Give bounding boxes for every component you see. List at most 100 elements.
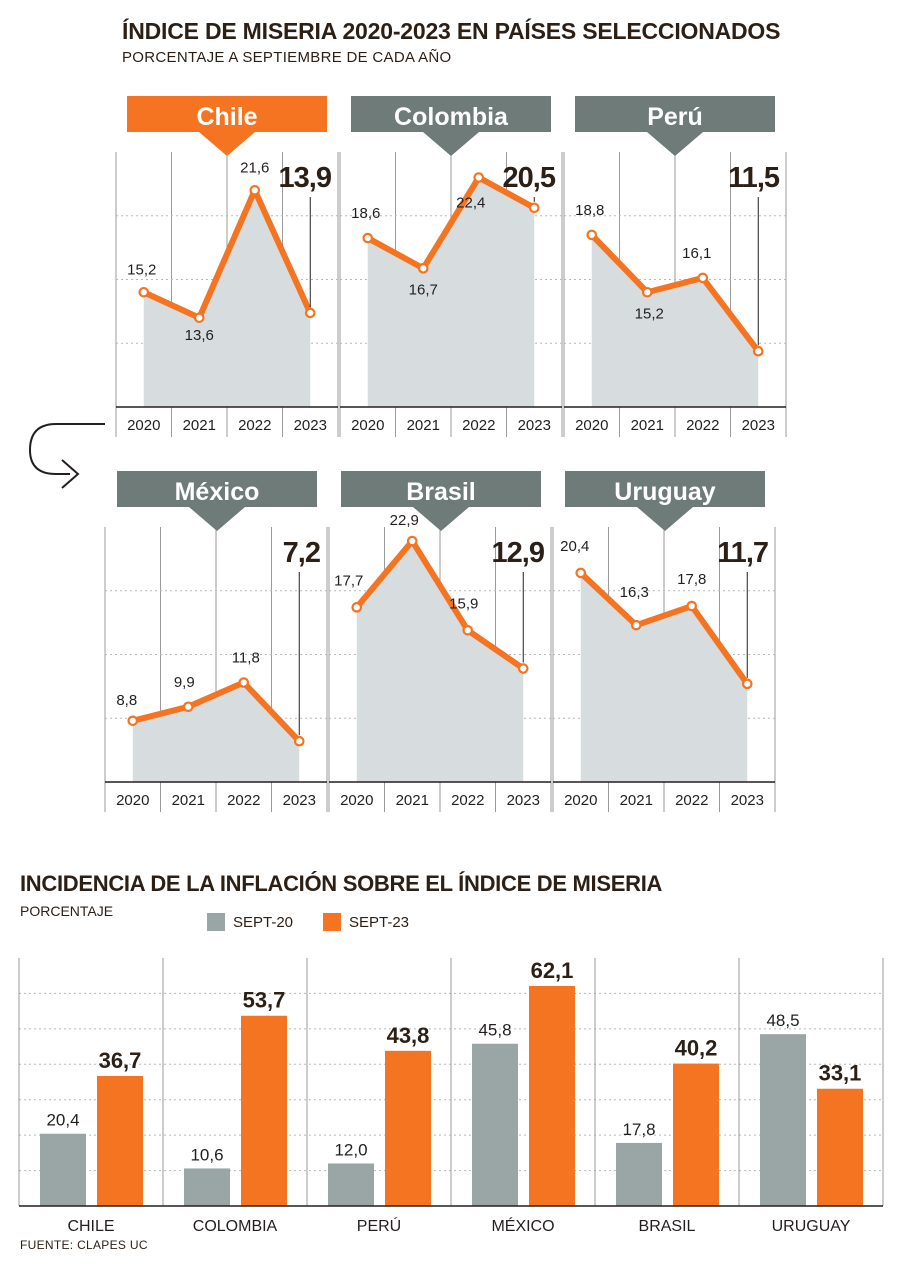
- bar-label-chile-sept-20: 20,4: [46, 1111, 79, 1130]
- mexico-point-2023: [293, 735, 305, 747]
- mexico-tick-2023: 2023: [283, 792, 316, 809]
- bar-category-uruguay: URUGUAY: [772, 1218, 851, 1235]
- brasil-banner: [341, 471, 541, 531]
- chile-tick-2020: 2020: [127, 417, 160, 434]
- mexico-tick-2020: 2020: [116, 792, 149, 809]
- brasil-tick-2021: 2021: [396, 792, 429, 809]
- bar-label-brasil-sept-20: 17,8: [622, 1120, 655, 1139]
- legend-label-sept-20: SEPT-20: [233, 913, 294, 931]
- mexico-banner: [117, 471, 317, 531]
- colombia-tick-2022: 2022: [462, 417, 495, 434]
- uruguay-banner: [565, 471, 765, 531]
- uruguay-value-label-2020: 20,4: [560, 538, 589, 555]
- legend-swatch-orange: [323, 913, 341, 931]
- colombia-banner: [351, 96, 551, 156]
- chile-value-label-2022: 21,6: [240, 159, 269, 176]
- bar-label-uruguay-sept-23: 33,1: [819, 1061, 862, 1086]
- brasil-tick-2023: 2023: [507, 792, 540, 809]
- colombia-tick-2023: 2023: [518, 417, 551, 434]
- peru-tick-2020: 2020: [575, 417, 608, 434]
- chile-tick-2022: 2022: [238, 417, 271, 434]
- bar-category-mexico: MÉXICO: [491, 1216, 554, 1235]
- colombia-area: [367, 177, 535, 407]
- brasil-tick-2022: 2022: [451, 792, 484, 809]
- bar-label-peru-sept-20: 12,0: [334, 1140, 367, 1159]
- bar-brasil-sept-23: [673, 1063, 719, 1206]
- chile-value-label-2020: 15,2: [127, 261, 156, 278]
- colombia-point-2021: [417, 263, 429, 274]
- colombia-value-label-last: 20,5: [503, 162, 556, 194]
- bar-category-colombia: COLOMBIA: [193, 1218, 278, 1235]
- chile-tick-2023: 2023: [294, 417, 327, 434]
- uruguay-tick-2023: 2023: [731, 792, 764, 809]
- bar-brasil-sept-20: [616, 1142, 662, 1206]
- bar-category-peru: PERÚ: [357, 1216, 401, 1235]
- peru-value-label-last: 11,5: [728, 162, 780, 194]
- chile-point-2022: [249, 184, 261, 196]
- chile-banner-title: Chile: [196, 103, 257, 131]
- mexico-tick-2021: 2021: [172, 792, 205, 809]
- bar-peru-sept-23: [385, 1050, 431, 1206]
- main-subtitle: PORCENTAJE A SEPTIEMBRE DE CADA AÑO: [122, 49, 452, 66]
- brasil-point-2021: [406, 535, 418, 547]
- uruguay-series-line: [577, 569, 751, 687]
- peru-point-2023: [752, 345, 764, 357]
- brasil-value-label-2021: 22,9: [390, 512, 419, 529]
- bar-chart-ylabel: PORCENTAJE: [20, 903, 114, 919]
- uruguay-banner-title: Uruguay: [614, 478, 716, 506]
- uruguay-value-label-last: 11,7: [717, 537, 768, 569]
- bar-uruguay-sept-23: [817, 1088, 863, 1206]
- mexico-value-label-2021: 9,9: [174, 674, 195, 691]
- bar-chile-sept-23: [97, 1075, 143, 1206]
- uruguay-point-2023: [741, 678, 753, 690]
- brasil-tick-2020: 2020: [340, 792, 373, 809]
- brasil-series-line: [353, 538, 527, 672]
- uruguay-value-label-2022: 17,8: [677, 571, 706, 588]
- legend-label-sept-23: SEPT-23: [349, 913, 410, 931]
- colombia-tick-2020: 2020: [351, 417, 384, 434]
- bar-label-uruguay-sept-20: 48,5: [766, 1011, 799, 1030]
- bar-category-brasil: BRASIL: [639, 1218, 696, 1235]
- brasil-banner-title: Brasil: [406, 478, 475, 506]
- chile-point-2023: [304, 307, 316, 319]
- bar-label-mexico-sept-23: 62,1: [531, 958, 574, 983]
- bar-uruguay-sept-20: [760, 1034, 806, 1206]
- uruguay-area: [580, 572, 748, 782]
- bar-label-peru-sept-23: 43,8: [387, 1023, 430, 1048]
- brasil-value-label-last: 12,9: [492, 537, 545, 569]
- bar-colombia-sept-20: [184, 1168, 230, 1206]
- peru-banner-title: Perú: [647, 103, 703, 131]
- brasil-point-2020: [351, 602, 363, 613]
- uruguay-point-2021: [630, 619, 642, 631]
- peru-point-2022: [697, 272, 709, 284]
- uruguay-tick-2021: 2021: [620, 792, 653, 809]
- chile-point-2020: [138, 286, 150, 298]
- chile-point-2021: [193, 312, 205, 324]
- chile-series-line: [140, 187, 314, 321]
- mexico-point-2022: [238, 677, 250, 688]
- peru-value-label-2021: 15,2: [635, 305, 664, 322]
- peru-tick-2022: 2022: [686, 417, 719, 434]
- connector-arrow-line: [28, 423, 105, 475]
- source-note: FUENTE: CLAPES UC: [20, 1238, 148, 1252]
- peru-banner: [575, 96, 775, 156]
- mexico-value-label-2020: 8,8: [116, 692, 137, 709]
- bar-chile-sept-20: [40, 1133, 86, 1206]
- colombia-point-2020: [362, 232, 374, 244]
- brasil-point-2023: [517, 663, 529, 674]
- chile-banner: [127, 96, 327, 156]
- mexico-point-2020: [127, 715, 139, 727]
- legend-sept-23: SEPT-23: [323, 912, 409, 932]
- brasil-value-label-2020: 17,7: [334, 572, 363, 589]
- uruguay-point-2022: [686, 600, 698, 612]
- uruguay-point-2020: [575, 567, 587, 579]
- peru-point-2021: [641, 286, 653, 298]
- bar-label-mexico-sept-20: 45,8: [478, 1021, 511, 1040]
- bar-colombia-sept-23: [241, 1015, 287, 1206]
- connector-arrow-head: [61, 459, 80, 489]
- brasil-area: [356, 541, 524, 782]
- bar-mexico-sept-20: [472, 1043, 518, 1206]
- brasil-point-2022: [462, 624, 474, 636]
- colombia-value-label-2022: 22,4: [456, 195, 485, 212]
- chile-tick-2021: 2021: [183, 417, 216, 434]
